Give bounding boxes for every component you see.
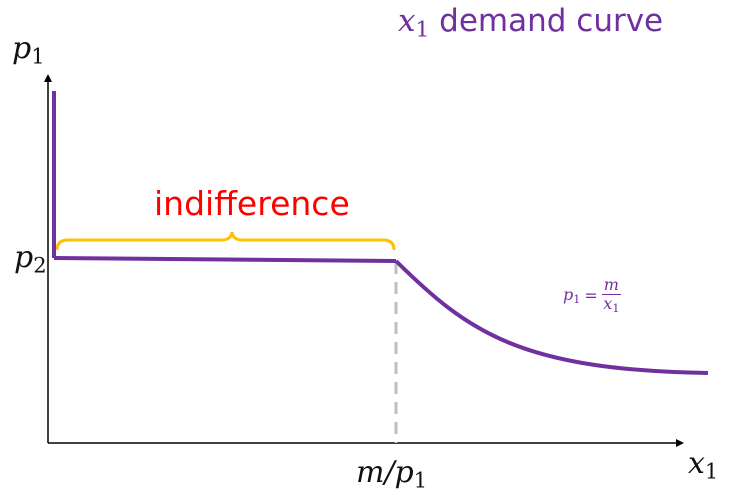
y-axis-label-var: p: [12, 31, 32, 66]
x-axis-label: x1: [688, 449, 718, 482]
title-text: demand curve: [439, 3, 664, 39]
p2-tick-label: p2: [14, 243, 47, 276]
title-variable-subscript: 1: [415, 17, 430, 43]
formula-lhs-var: p: [563, 284, 574, 304]
formula-den-sub: 1: [612, 301, 620, 315]
m-over-p1-text: m/p: [356, 455, 414, 490]
y-axis-label: p1: [12, 34, 45, 67]
indifference-brace: [55, 231, 396, 251]
formula-fraction: m x1: [601, 275, 621, 314]
formula-lhs: p1: [563, 284, 581, 306]
formula-denominator: x1: [603, 295, 619, 314]
formula-numerator: m: [601, 275, 621, 295]
formula-equals: =: [584, 285, 598, 305]
hyperbola-formula: p1 = m x1: [563, 277, 621, 314]
formula-den-var: x: [603, 294, 613, 313]
y-axis-label-sub: 1: [31, 44, 45, 69]
x-axis-label-var: x: [688, 446, 705, 481]
p2-tick-var: p: [14, 240, 34, 275]
m-over-p1-sub: 1: [413, 468, 428, 493]
demand-curve-hyperbola-segment: [394, 259, 709, 375]
x-axis-label-sub: 1: [704, 459, 719, 484]
demand-curve-flat-segment: [53, 256, 397, 263]
p2-tick-sub: 2: [33, 253, 47, 278]
m-over-p1-tick-label: m/p1: [356, 458, 427, 491]
title-variable: x: [398, 3, 416, 39]
indifference-label: indifference: [154, 184, 350, 223]
formula-lhs-sub: 1: [573, 292, 581, 306]
diagram-title: x1 demand curve: [398, 6, 663, 41]
